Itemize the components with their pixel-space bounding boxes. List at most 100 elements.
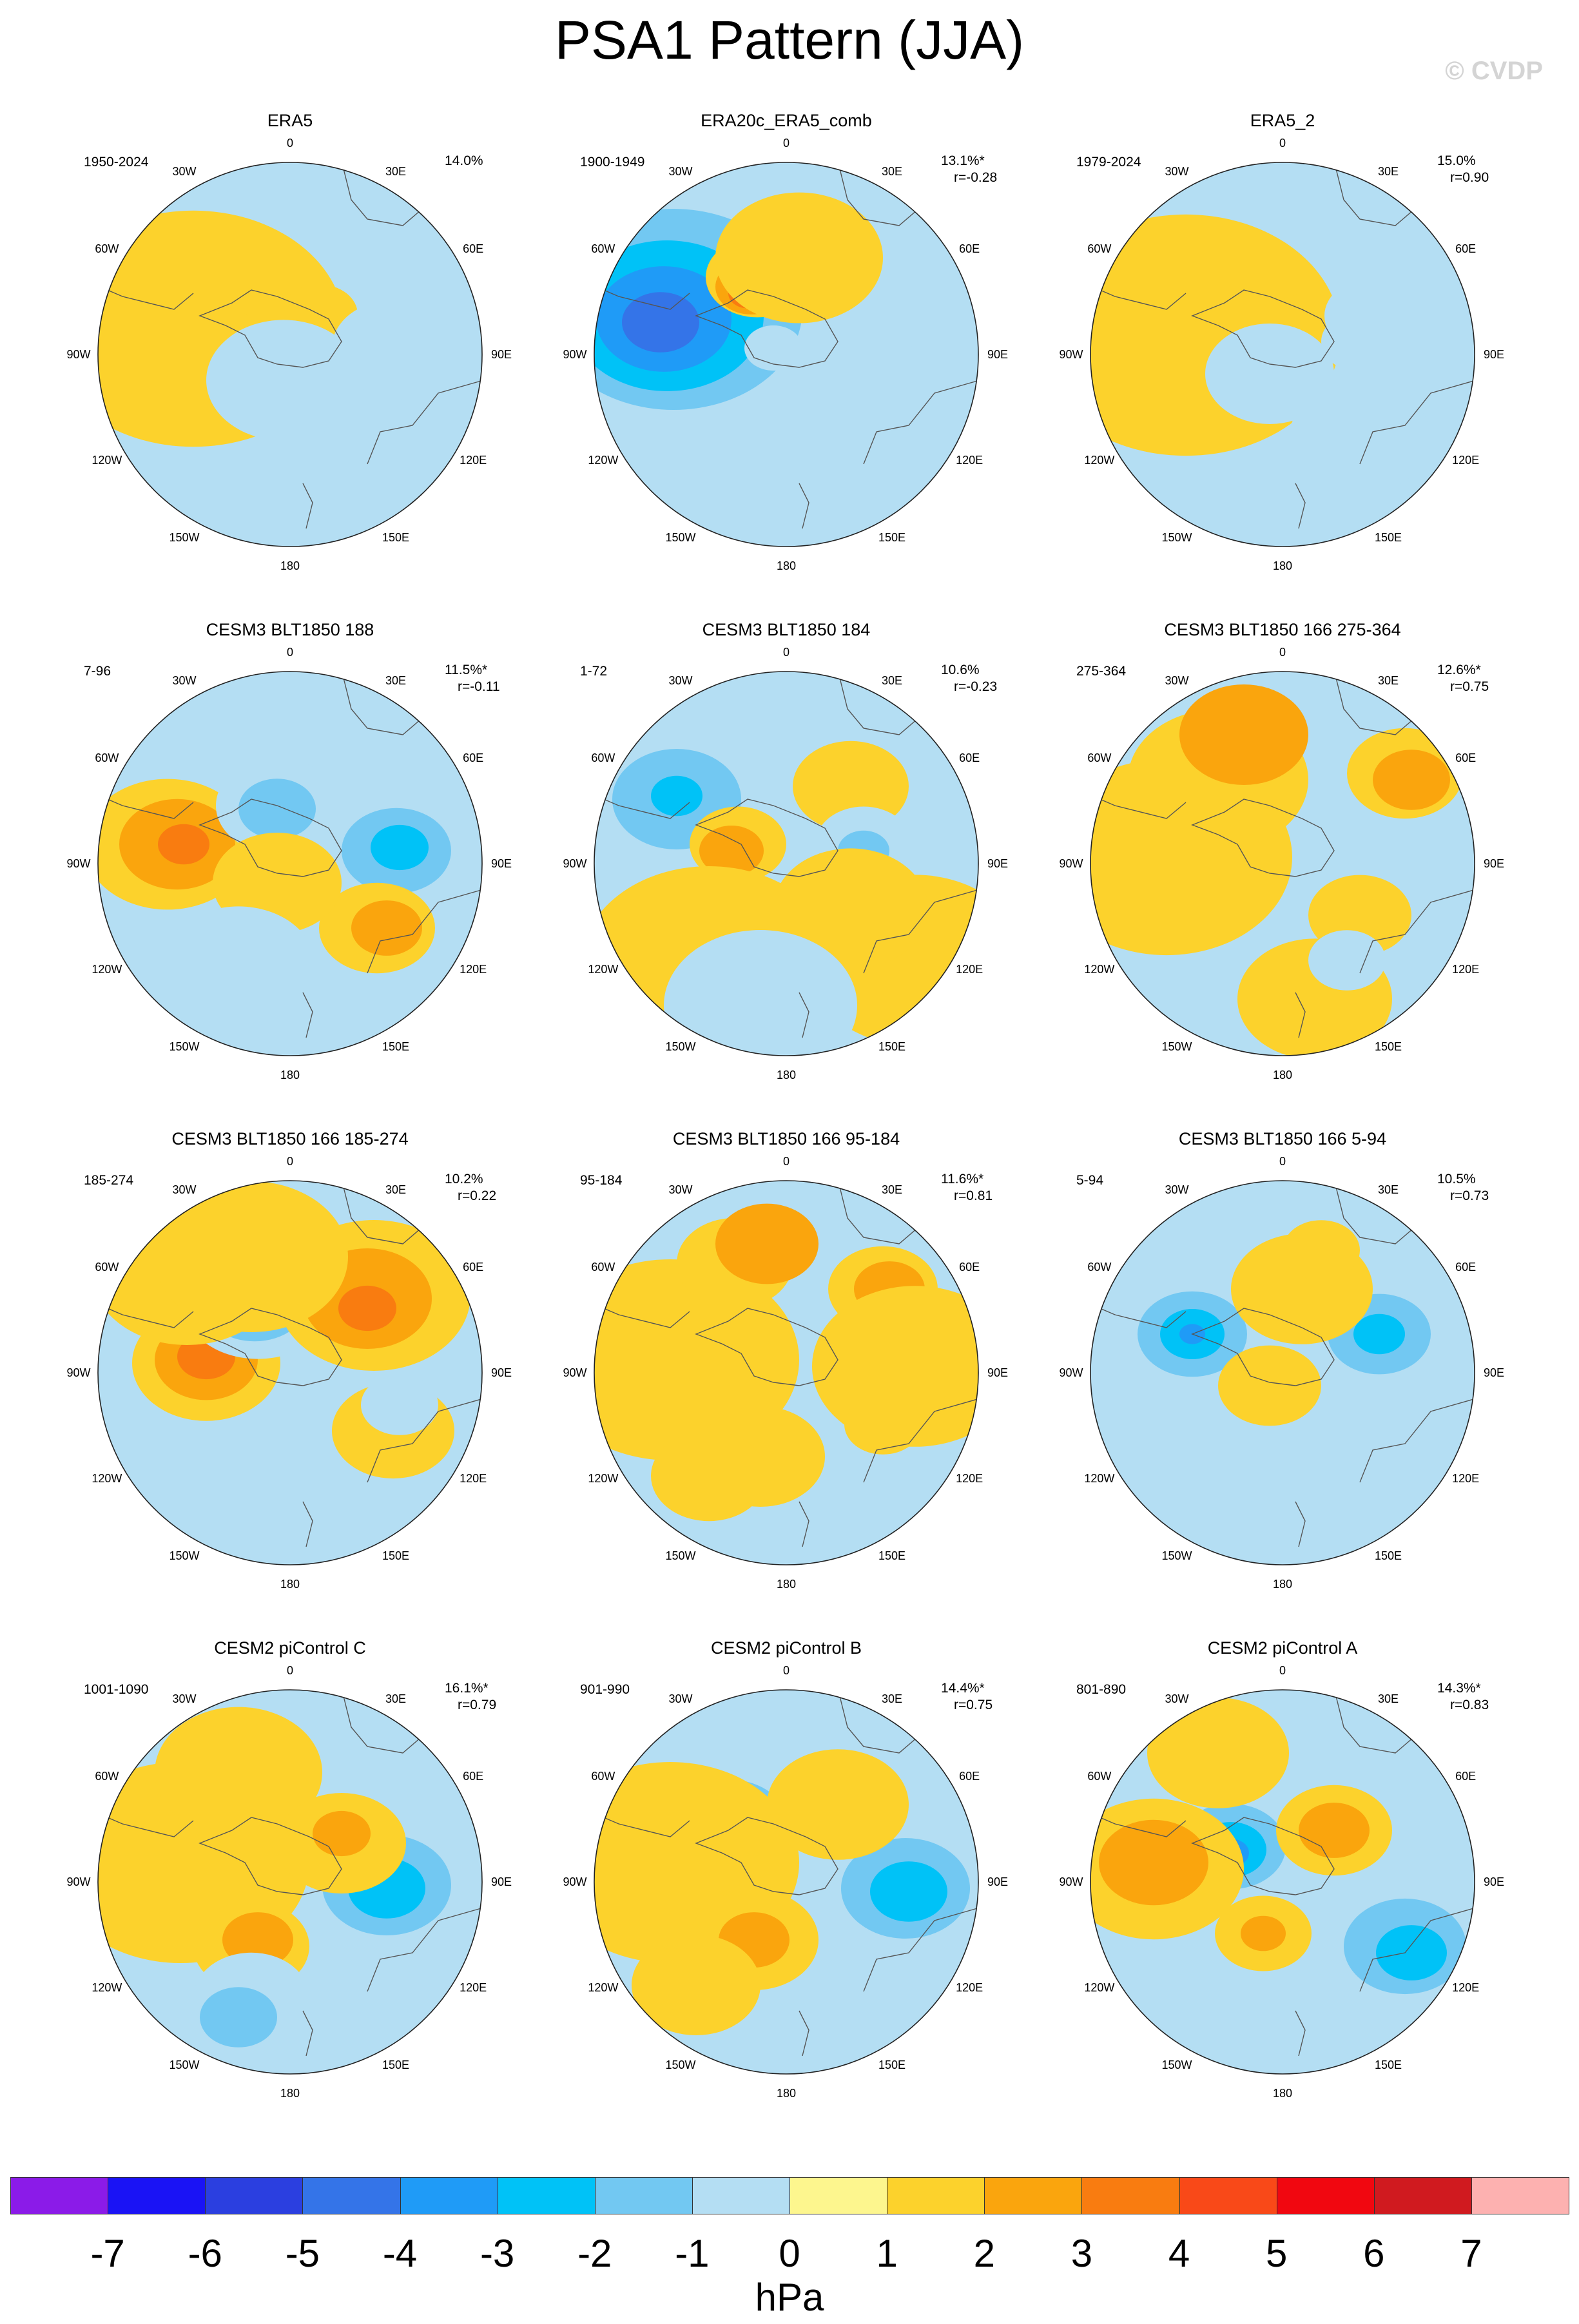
positive-anomaly [632, 1935, 760, 2035]
polar-map: 0 30E 60E 90E 120E 150E 180 150W 120W 90W 60W 30W [563, 1155, 1008, 1591]
longitude-label: 60E [959, 751, 980, 764]
longitude-label: 60W [95, 1261, 119, 1273]
polar-map: 0 30E 60E 90E 120E 150E 180 150W 120W 90W 60W 30W [66, 137, 512, 572]
colorbar-unit: hPa [755, 2276, 824, 2319]
colorbar-tick-label: 0 [779, 2232, 800, 2275]
map-panel: 0 30E 60E 90E 120E 150E 180 150W 120W 90W 60W 30W CE… [535, 1637, 1038, 2146]
longitude-label: 90W [1059, 1366, 1083, 1379]
negative-anomaly [361, 1375, 438, 1435]
longitude-label: 120E [1452, 1981, 1479, 1994]
longitude-label: 120W [92, 963, 122, 976]
colorbar-swatch [1471, 2177, 1569, 2214]
longitude-label: 60E [1455, 242, 1476, 255]
colorbar-tick-label: -1 [675, 2232, 710, 2275]
colorbar-swatch [205, 2177, 304, 2214]
australia-coastline [1359, 380, 1475, 465]
new-zealand-coastline [1295, 2010, 1306, 2057]
negative-anomaly [122, 929, 251, 1030]
panel-title: CESM3 BLT1850 188 [206, 620, 374, 639]
antarctica-coastline [695, 1817, 838, 1895]
panel-title: CESM3 BLT1850 166 185-274 [171, 1129, 409, 1148]
map-border [97, 671, 483, 1056]
longitude-label: 30W [172, 674, 196, 687]
panel-variance-pct: 14.3%* [1437, 1681, 1481, 1696]
australia-coastline [367, 1907, 482, 1992]
longitude-label: 120W [1084, 454, 1114, 467]
colorbar-tick-label: -4 [382, 2232, 418, 2275]
longitude-label: 150W [665, 1549, 695, 1562]
colorbar-swatch [1373, 2177, 1472, 2214]
longitude-label: 0 [783, 1155, 790, 1168]
longitude-label: 0 [287, 137, 293, 150]
longitude-label: 120E [460, 1981, 487, 1994]
longitude-label: 30E [882, 674, 902, 687]
panel-period: 801-890 [1076, 1682, 1127, 1697]
longitude-label: 30W [1165, 674, 1188, 687]
polar-map: 0 30E 60E 90E 120E 150E 180 150W 120W 90W 60W 30W [1059, 137, 1504, 572]
positive-anomaly [351, 900, 422, 956]
longitude-label: 150W [169, 2058, 199, 2071]
positive-anomaly [715, 1203, 819, 1284]
map-border [1090, 1689, 1475, 2075]
longitude-label: 90E [491, 1366, 512, 1379]
longitude-label: 150W [1161, 2058, 1192, 2071]
africa-coastline [1333, 672, 1419, 735]
panel-variance-pct: 10.5% [1437, 1172, 1476, 1186]
longitude-label: 90E [987, 1875, 1008, 1888]
panel-variance-pct: 15.0% [1437, 153, 1476, 168]
longitude-label: 150E [1375, 1040, 1402, 1053]
longitude-label: 30E [1378, 674, 1399, 687]
positive-anomaly [767, 1749, 909, 1860]
map-border [1090, 671, 1475, 1056]
negative-anomaly [1321, 311, 1399, 372]
panel-title: CESM3 BLT1850 184 [702, 620, 871, 639]
polar-map: 0 30E 60E 90E 120E 150E 180 150W 120W 90W 60W 30W [563, 646, 1008, 1081]
longitude-label: 60E [1455, 1770, 1476, 1783]
longitude-label: 150E [1375, 531, 1402, 544]
positive-anomaly [1099, 1819, 1208, 1906]
colorbar-swatch [692, 2177, 790, 2214]
polar-map: 0 30E 60E 90E 120E 150E 180 150W 120W 90W 60W 30W [66, 1664, 512, 2100]
panel-period: 1950-2024 [84, 155, 149, 169]
antarctica-coastline [1191, 799, 1335, 877]
panel-title: CESM2 piControl B [710, 1638, 862, 1658]
longitude-label: 0 [287, 1155, 293, 1168]
panel-pattern-correlation: r=0.73 [1450, 1188, 1489, 1203]
longitude-label: 150E [382, 531, 409, 544]
colorbar-swatch [108, 2177, 206, 2214]
longitude-label: 30E [882, 1183, 902, 1196]
longitude-label: 30W [172, 165, 196, 178]
longitude-label: 180 [777, 1069, 796, 1081]
positive-anomaly [1241, 1915, 1286, 1951]
negative-anomaly [1353, 1313, 1405, 1355]
panel-title: CESM3 BLT1850 166 5-94 [1178, 1129, 1387, 1148]
panel-variance-pct: 14.4%* [941, 1681, 985, 1696]
colorbar-tick-label: -5 [285, 2232, 320, 2275]
panel-pattern-correlation: r=0.81 [954, 1188, 993, 1203]
colorbar-swatch [497, 2177, 596, 2214]
longitude-label: 0 [1279, 1155, 1286, 1168]
australia-coastline [367, 380, 482, 465]
new-zealand-coastline [1295, 483, 1306, 529]
negative-anomaly [371, 824, 429, 871]
polar-map: 0 30E 60E 90E 120E 150E 180 150W 120W 90W 60W 30W [66, 1155, 512, 1591]
longitude-label: 30E [1378, 1183, 1399, 1196]
map-border [1090, 1180, 1475, 1565]
longitude-label: 60E [959, 1261, 980, 1273]
africa-coastline [837, 162, 922, 226]
antarctica-coastline [1191, 1308, 1335, 1386]
panel-variance-pct: 12.6%* [1437, 663, 1481, 677]
longitude-label: 90W [1059, 857, 1083, 870]
longitude-label: 120W [92, 1472, 122, 1485]
longitude-label: 90W [66, 857, 90, 870]
colorbar-tick-label: -2 [577, 2232, 612, 2275]
panel-variance-pct: 10.2% [445, 1172, 483, 1186]
longitude-label: 90E [491, 857, 512, 870]
longitude-label: 60W [1087, 1770, 1111, 1783]
longitude-label: 90E [1484, 1875, 1504, 1888]
antarctica-coastline [1191, 1817, 1335, 1895]
panel-title: ERA20c_ERA5_comb [701, 111, 872, 130]
negative-anomaly [206, 320, 361, 441]
positive-anomaly [158, 824, 209, 865]
longitude-label: 30W [1165, 1183, 1188, 1196]
